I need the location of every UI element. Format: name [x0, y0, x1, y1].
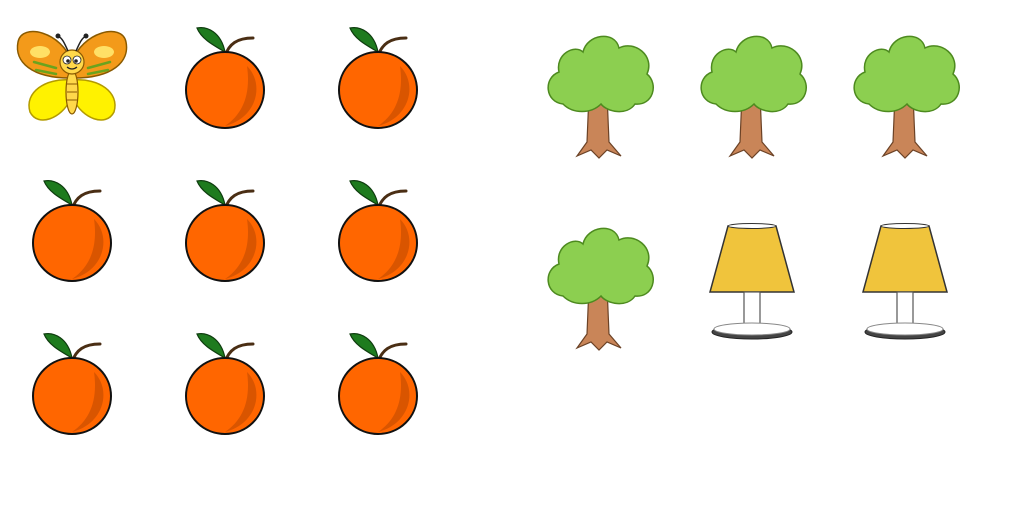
left-group-item-9	[338, 328, 418, 438]
right-group-item-4	[543, 222, 656, 352]
right-object-group	[543, 30, 962, 352]
left-group-item-7	[32, 328, 112, 438]
lamp-icon	[696, 222, 809, 352]
orange-icon	[185, 328, 265, 438]
left-group-item-8	[185, 328, 265, 438]
orange-icon	[338, 175, 418, 285]
left-group-item-1	[16, 22, 128, 132]
right-group-item-2	[696, 30, 809, 160]
tree-icon	[543, 222, 656, 352]
orange-icon	[185, 175, 265, 285]
lamp-icon	[849, 222, 962, 352]
tree-icon	[543, 30, 656, 160]
left-group-item-6	[338, 175, 418, 285]
right-group-item-1	[543, 30, 656, 160]
right-group-item-5	[696, 222, 809, 352]
butterfly-icon	[12, 22, 132, 132]
orange-icon	[185, 22, 265, 132]
tree-icon	[696, 30, 809, 160]
left-group-item-3	[338, 22, 418, 132]
left-group-item-2	[185, 22, 265, 132]
left-group-item-5	[185, 175, 265, 285]
orange-icon	[338, 22, 418, 132]
tree-icon	[849, 30, 962, 160]
left-object-group	[16, 22, 418, 438]
right-group-item-3	[849, 30, 962, 160]
orange-icon	[338, 328, 418, 438]
orange-icon	[32, 175, 112, 285]
left-group-item-4	[32, 175, 112, 285]
orange-icon	[32, 328, 112, 438]
right-group-item-6	[849, 222, 962, 352]
